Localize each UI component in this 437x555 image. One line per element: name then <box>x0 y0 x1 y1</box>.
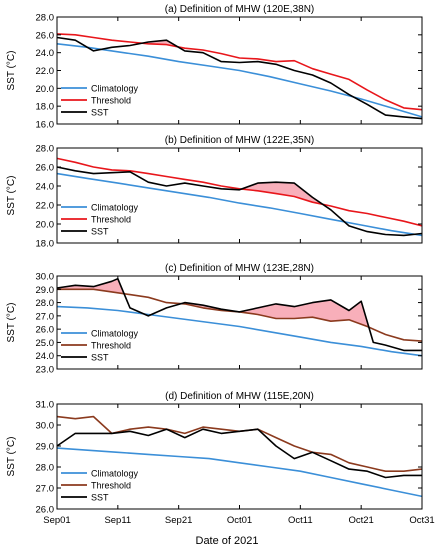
y-axis-label: SST (°C) <box>6 51 17 91</box>
y-tick-label: 27.0 <box>36 311 55 322</box>
y-tick-label: 28.0 <box>36 144 55 155</box>
y-tick-label: 26.0 <box>36 163 55 174</box>
legend-entry: Climatology <box>91 84 139 94</box>
y-tick-label: 26.0 <box>36 30 55 41</box>
legend-entry: Threshold <box>91 96 131 106</box>
legend-entry: Threshold <box>91 215 131 225</box>
y-tick-label: 27.0 <box>36 484 55 495</box>
legend-entry: Climatology <box>91 203 139 213</box>
legend-entry: Climatology <box>91 469 139 479</box>
climatology-line <box>56 172 423 237</box>
panel-title: (a) Definition of MHW (120E,38N) <box>165 4 315 15</box>
sst-line <box>56 428 422 479</box>
chart-panel-c: (c) Definition of MHW (123E,28N) SST (°C)… <box>6 263 423 376</box>
x-tick-label: Sep11 <box>104 515 131 526</box>
legend-entry: Climatology <box>91 329 139 339</box>
sst-line <box>56 36 423 120</box>
chart-panel-a: (a) Definition of MHW (120E,38N) SST (°C)… <box>6 4 423 131</box>
legend-entry: Threshold <box>91 341 131 351</box>
panel-title: (c) Definition of MHW (123E,28N) <box>165 263 314 274</box>
y-tick-label: 26.0 <box>36 325 55 336</box>
y-tick-label: 25.0 <box>36 338 55 349</box>
y-axis-label: SST (°C) <box>6 303 17 343</box>
y-tick-label: 24.0 <box>36 48 55 59</box>
y-tick-label: 23.0 <box>36 365 55 376</box>
sst-line <box>56 166 423 237</box>
x-tick-label: Oct31 <box>409 515 434 526</box>
y-tick-label: 24.0 <box>36 351 55 362</box>
plot-frame <box>56 147 423 244</box>
legend-entry: SST <box>91 227 109 237</box>
climatology-line <box>56 43 423 118</box>
y-tick-label: 24.0 <box>36 182 55 193</box>
x-tick-label: Oct21 <box>348 515 373 526</box>
y-tick-label: 30.0 <box>36 421 55 432</box>
chart-panel-b: (b) Definition of MHW (122E,35N) SST (°C)… <box>6 135 423 250</box>
x-tick-label: Oct01 <box>227 515 252 526</box>
y-tick-label: 20.0 <box>36 220 55 231</box>
sst-line <box>56 277 422 352</box>
y-tick-label: 22.0 <box>36 66 55 77</box>
threshold-line <box>56 33 423 111</box>
y-tick-label: 18.0 <box>36 239 55 250</box>
chart-panel-d: (d) Definition of MHW (115E,20N) SST (°C)… <box>6 391 435 526</box>
panel-title: (b) Definition of MHW (122E,35N) <box>165 135 315 146</box>
threshold-line <box>56 157 423 227</box>
y-tick-label: 16.0 <box>36 120 55 131</box>
mhw-exceedance-area <box>57 278 124 294</box>
climatology-line <box>56 447 423 498</box>
y-axis-label: SST (°C) <box>6 437 17 477</box>
y-tick-label: 18.0 <box>36 102 55 113</box>
x-tick-label: Sep01 <box>43 515 70 526</box>
y-tick-label: 30.0 <box>36 272 55 283</box>
y-tick-label: 26.0 <box>36 505 55 516</box>
y-tick-label: 28.0 <box>36 463 55 474</box>
legend-entry: SST <box>91 353 109 363</box>
panel-title: (d) Definition of MHW (115E,20N) <box>165 391 314 402</box>
x-tick-label: Oct11 <box>288 515 313 526</box>
legend-entry: SST <box>91 493 109 503</box>
y-axis-label: SST (°C) <box>6 176 17 216</box>
y-tick-label: 20.0 <box>36 84 55 95</box>
x-tick-label: Sep21 <box>165 515 192 526</box>
y-tick-label: 29.0 <box>36 285 55 296</box>
y-tick-label: 22.0 <box>36 201 55 212</box>
y-tick-label: 28.0 <box>36 298 55 309</box>
y-tick-label: 29.0 <box>36 442 55 453</box>
y-tick-label: 28.0 <box>36 13 55 24</box>
legend-entry: Threshold <box>91 481 131 491</box>
y-tick-label: 31.0 <box>36 400 55 411</box>
climatology-line <box>56 305 423 357</box>
x-axis-label: Date of 2021 <box>196 535 259 547</box>
legend-entry: SST <box>91 108 109 118</box>
plot-frame <box>56 403 423 510</box>
